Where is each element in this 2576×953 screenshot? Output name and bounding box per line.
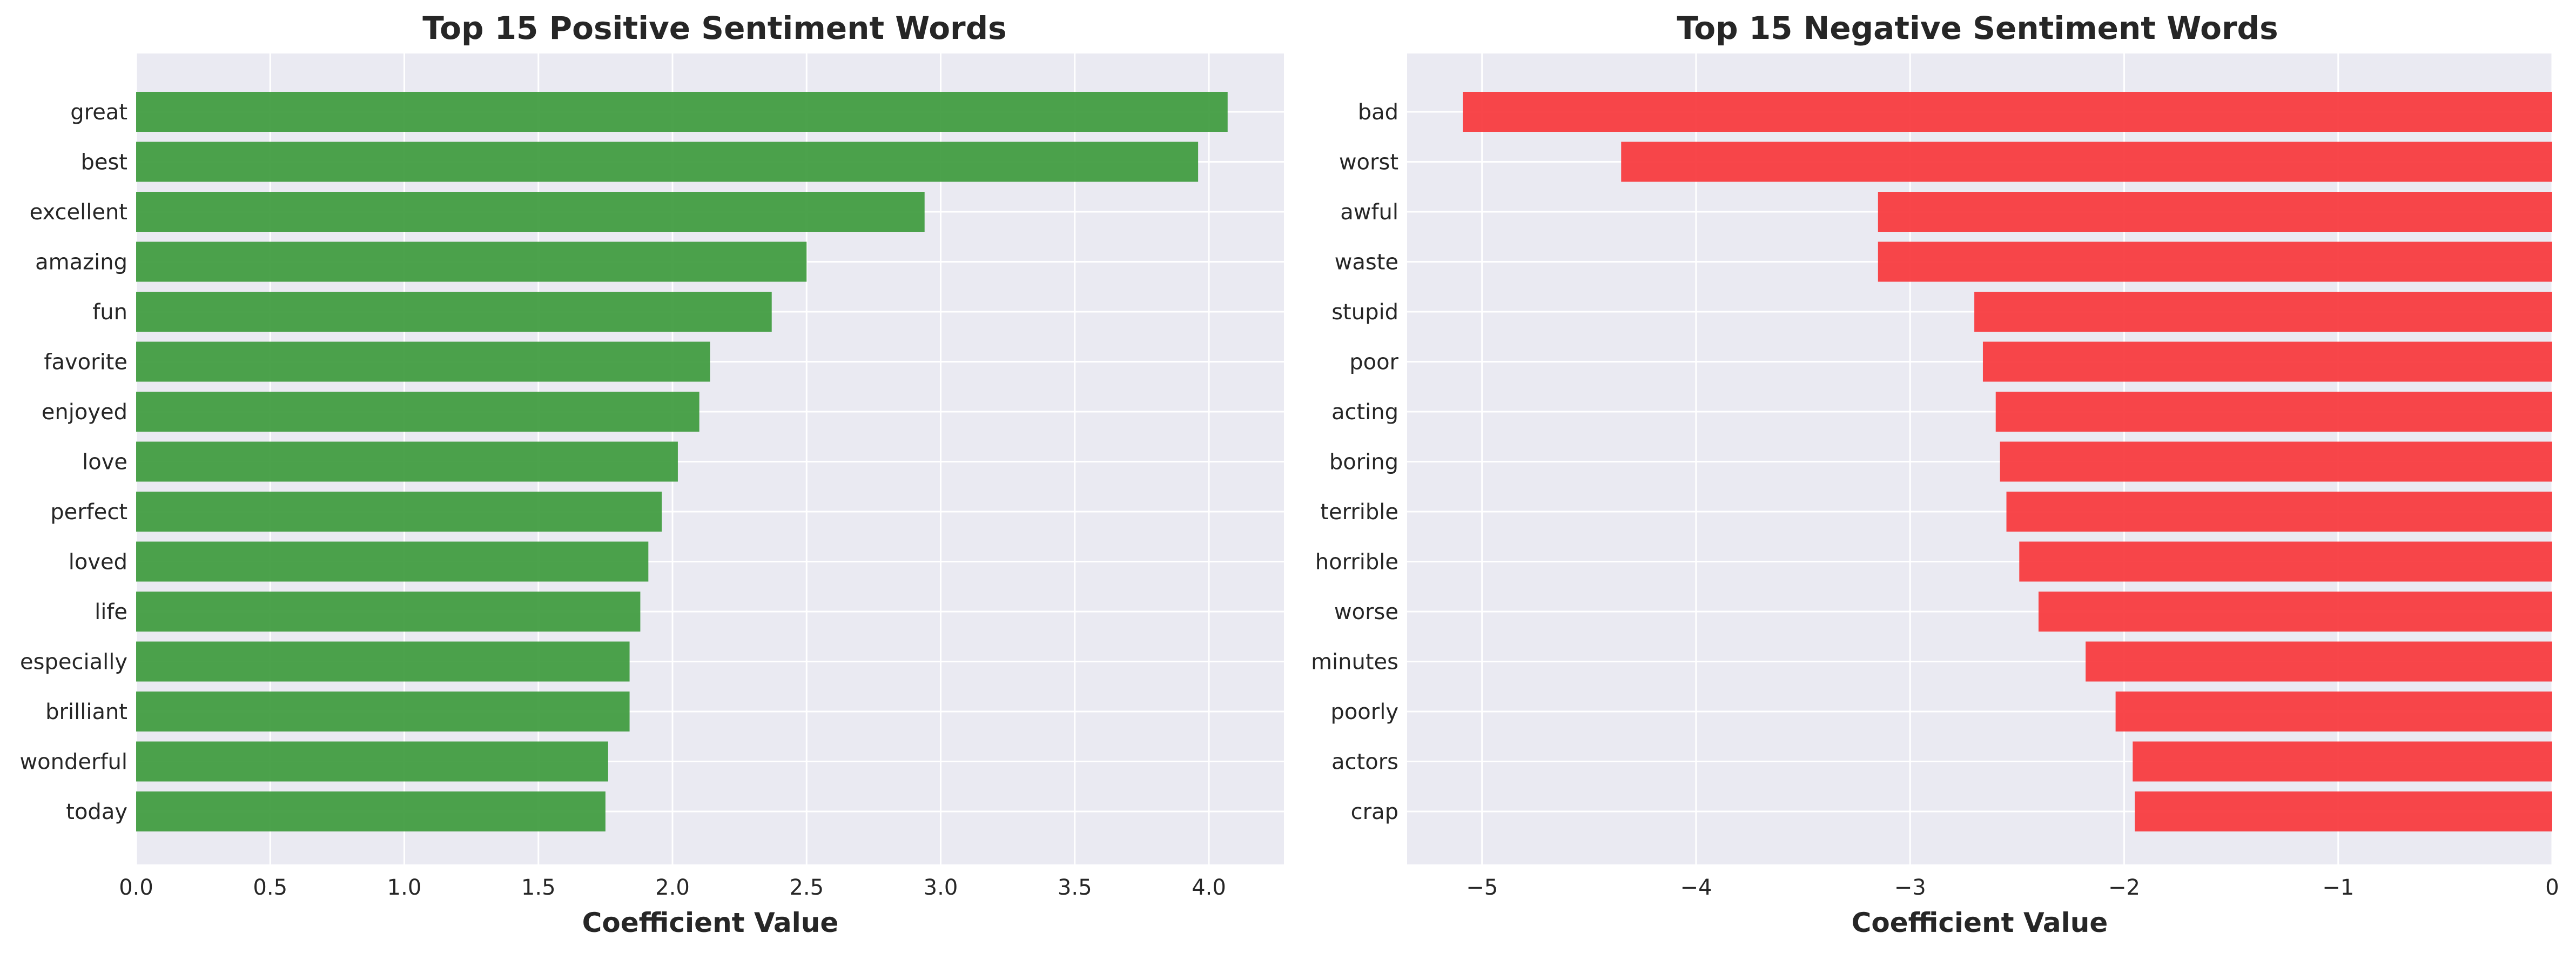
x-tick-label: 0.0 xyxy=(119,875,153,900)
y-tick-label: horrible xyxy=(1315,550,1398,575)
y-tick-label: worse xyxy=(1334,600,1398,625)
bar-waste xyxy=(1878,241,2552,282)
y-tick-label: enjoyed xyxy=(42,400,127,425)
x-tick-label: 2.0 xyxy=(655,875,690,900)
x-tick-labels: 0.0 0.5 1.0 1.5 2.0 2.5 3.0 3.5 4.0 xyxy=(119,875,1226,900)
x-tick-label: 1.0 xyxy=(387,875,422,900)
y-tick-label: minutes xyxy=(1311,650,1398,675)
bar-fun xyxy=(136,292,772,332)
y-tick-label: fun xyxy=(92,300,127,325)
bar-excellent xyxy=(136,192,925,232)
y-tick-label: actors xyxy=(1331,750,1398,775)
y-tick-label: poor xyxy=(1349,350,1398,375)
y-tick-label: awful xyxy=(1340,200,1398,225)
y-tick-label: especially xyxy=(20,650,127,675)
bar-wonderful xyxy=(136,741,608,782)
y-tick-label: poorly xyxy=(1330,700,1398,724)
x-tick-label: 0 xyxy=(2545,875,2559,900)
y-tick-label: today xyxy=(66,800,127,824)
x-tick-label: −2 xyxy=(2108,875,2140,900)
y-tick-label: excellent xyxy=(30,200,127,225)
x-tick-labels: −5 −4 −3 −2 −1 0 xyxy=(1466,875,2559,900)
bar-worse xyxy=(2038,592,2552,632)
bar-actors xyxy=(2133,741,2552,782)
bar-life xyxy=(136,592,641,632)
chart-title: Top 15 Negative Sentiment Words xyxy=(1677,10,2278,46)
bar-horrible xyxy=(2019,541,2552,582)
bar-today xyxy=(136,791,606,831)
bar-love xyxy=(136,441,678,482)
bar-loved xyxy=(136,541,649,582)
y-tick-labels: bad worst awful waste stupid poor acting boring… xyxy=(1311,100,1398,824)
x-axis-label: Coefficient Value xyxy=(1852,907,2108,938)
bar-crap xyxy=(2135,791,2552,831)
y-tick-label: perfect xyxy=(50,500,127,525)
y-tick-label: brilliant xyxy=(45,700,127,724)
x-tick-label: 0.5 xyxy=(253,875,287,900)
bar-favorite xyxy=(136,341,710,382)
bar-brilliant xyxy=(136,692,630,731)
y-tick-label: favorite xyxy=(44,350,127,375)
bar-especially xyxy=(136,641,630,682)
x-tick-label: 4.0 xyxy=(1192,875,1226,900)
bar-perfect xyxy=(136,492,662,532)
x-axis-label: Coefficient Value xyxy=(582,907,839,938)
y-tick-label: bad xyxy=(1358,100,1398,125)
bar-bad xyxy=(1463,92,2552,132)
x-tick-label: 3.5 xyxy=(1058,875,1092,900)
bar-worst xyxy=(1621,142,2552,182)
x-tick-label: −3 xyxy=(1894,875,1926,900)
positive-words-chart: Top 15 Positive Sentiment Words great bes… xyxy=(19,10,1284,938)
x-tick-label: −4 xyxy=(1680,875,1712,900)
y-tick-label: terrible xyxy=(1320,500,1398,525)
y-tick-label: loved xyxy=(69,550,127,575)
x-tick-label: −1 xyxy=(2322,875,2354,900)
y-tick-label: great xyxy=(70,100,127,125)
bar-terrible xyxy=(2006,492,2552,532)
y-tick-label: amazing xyxy=(35,250,127,275)
chart-title: Top 15 Positive Sentiment Words xyxy=(422,10,1006,46)
bars xyxy=(1463,92,2552,831)
y-tick-label: waste xyxy=(1335,250,1398,275)
y-tick-label: worst xyxy=(1339,150,1398,175)
bar-great xyxy=(136,92,1228,132)
y-tick-label: wonderful xyxy=(19,750,127,775)
bar-poorly xyxy=(2115,692,2552,731)
y-tick-label: stupid xyxy=(1331,300,1398,325)
x-tick-label: −5 xyxy=(1466,875,1498,900)
y-tick-label: acting xyxy=(1331,400,1398,425)
bar-acting xyxy=(1995,392,2552,432)
negative-words-chart: Top 15 Negative Sentiment Words bad worst… xyxy=(1311,10,2559,938)
bar-amazing xyxy=(136,241,807,282)
y-tick-label: life xyxy=(95,600,127,625)
bar-minutes xyxy=(2086,641,2552,682)
y-tick-label: boring xyxy=(1329,450,1398,475)
x-tick-label: 2.5 xyxy=(789,875,824,900)
bar-boring xyxy=(2000,441,2552,482)
bar-stupid xyxy=(1974,292,2552,332)
bar-enjoyed xyxy=(136,392,700,432)
x-tick-label: 3.0 xyxy=(924,875,958,900)
x-tick-label: 1.5 xyxy=(521,875,556,900)
bar-best xyxy=(136,142,1199,182)
y-tick-labels: great best excellent amazing fun favorite enjo… xyxy=(19,100,127,824)
y-tick-label: love xyxy=(82,450,127,475)
bars xyxy=(136,92,1228,831)
y-tick-label: crap xyxy=(1351,800,1398,824)
bar-poor xyxy=(1982,341,2552,382)
bar-awful xyxy=(1878,192,2552,232)
y-tick-label: best xyxy=(80,150,127,175)
